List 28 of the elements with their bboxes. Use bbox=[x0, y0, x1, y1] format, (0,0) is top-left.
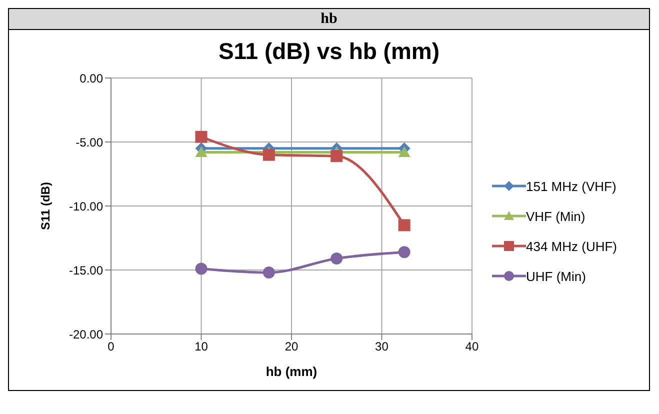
x-tick-label: 30 bbox=[375, 340, 389, 354]
legend-label: 434 MHz (UHF) bbox=[526, 238, 617, 254]
point bbox=[398, 246, 410, 258]
chart-title: S11 (dB) vs hb (mm) bbox=[217, 38, 441, 66]
x-axis-title: hb (mm) bbox=[266, 364, 318, 379]
point bbox=[195, 130, 208, 143]
x-tick-label: 10 bbox=[194, 340, 208, 354]
point bbox=[195, 262, 208, 275]
y-tick-label: -5.00 bbox=[76, 135, 104, 150]
y-tick-label: -20.00 bbox=[68, 327, 104, 342]
y-tick-label: 0.00 bbox=[80, 71, 104, 86]
point bbox=[330, 252, 343, 264]
y-tick-label: -15.00 bbox=[68, 263, 104, 278]
point bbox=[398, 219, 410, 232]
legend-label: VHF (Min) bbox=[526, 208, 586, 224]
y-axis-title: S11 (dB) bbox=[38, 182, 52, 230]
point bbox=[262, 266, 275, 279]
x-tick-label: 40 bbox=[465, 340, 479, 354]
legend-label: UHF (Min) bbox=[526, 268, 586, 284]
point bbox=[330, 150, 343, 162]
point bbox=[195, 146, 208, 158]
x-tick-label: 20 bbox=[284, 340, 298, 354]
x-tick-label: 0 bbox=[108, 340, 115, 354]
text: hb bbox=[320, 11, 338, 27]
legend-label: 151 MHz (VHF) bbox=[526, 178, 616, 194]
point bbox=[262, 148, 275, 161]
y-tick-label: -10.00 bbox=[68, 199, 104, 214]
point bbox=[398, 146, 410, 158]
